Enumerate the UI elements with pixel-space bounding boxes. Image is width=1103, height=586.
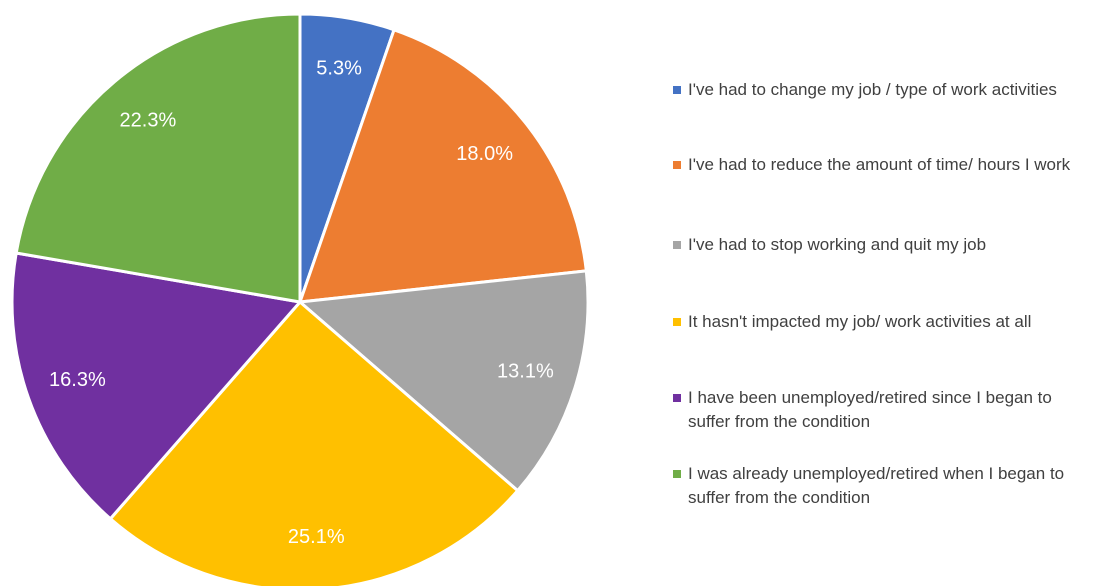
pie-slice [14,12,302,304]
pie-slice [108,299,520,586]
data-label: 13.1% [497,361,554,383]
legend-swatch [673,470,681,478]
legend-label: It hasn't impacted my job/ work activiti… [688,312,1032,331]
legend-label: I've had to change my job / type of work… [688,80,1057,99]
legend-item: It hasn't impacted my job/ work activiti… [670,310,1095,334]
legend-label: I've had to stop working and quit my job [688,235,987,254]
legend-item: I have been unemployed/retired since I b… [670,386,1095,434]
legend-label: I was already unemployed/retired when I … [688,464,1065,507]
legend-item: I've had to change my job / type of work… [670,78,1095,102]
data-label: 18.0% [456,143,513,165]
legend-label: I have been unemployed/retired since I b… [688,388,1052,431]
legend-item: I've had to stop working and quit my job [670,233,1095,257]
legend: I've had to change my job / type of work… [670,0,1100,586]
data-label: 16.3% [49,369,106,391]
pie-slice [296,269,590,493]
pie-slice [297,27,588,304]
data-label: 5.3% [316,57,362,79]
data-label: 22.3% [120,110,177,132]
data-label: 25.1% [288,526,345,548]
legend-swatch [673,318,681,326]
pie-slice [10,251,303,521]
legend-swatch [673,241,681,249]
legend-swatch [673,394,681,402]
legend-item: I've had to reduce the amount of time/ h… [670,153,1095,177]
legend-swatch [673,161,681,169]
pie: 5.3% 18.0% 13.1% 25.1% 16.3% 22.3% [10,12,590,586]
legend-label: I've had to reduce the amount of time/ h… [688,155,1071,174]
legend-item: I was already unemployed/retired when I … [670,462,1095,510]
legend-swatch [673,86,681,94]
